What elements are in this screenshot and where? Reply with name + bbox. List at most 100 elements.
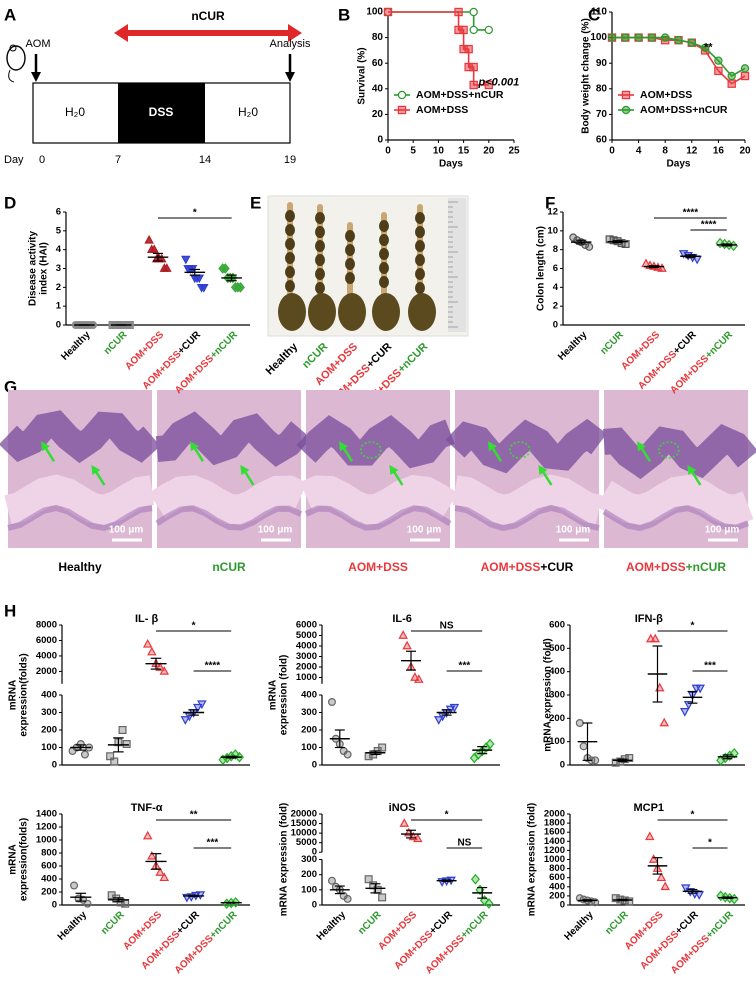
scale-bar-label: 100 μm — [258, 525, 293, 536]
arrow-head — [190, 441, 199, 452]
y-tick-label: 0 — [553, 320, 558, 331]
marker — [378, 893, 387, 902]
colon-base — [308, 293, 336, 331]
marker — [469, 80, 478, 90]
marker — [469, 7, 478, 17]
histology-label: AOM+DSS — [348, 560, 408, 574]
legend-label: AOM+DSS — [640, 89, 692, 101]
y-tick-label: 60 — [596, 135, 608, 146]
label-part: +CUR — [671, 329, 699, 357]
marker — [192, 703, 203, 713]
marker — [621, 90, 631, 100]
error-bar — [334, 729, 345, 749]
x-tick-label: Healthy — [562, 909, 596, 943]
marker — [199, 284, 209, 293]
marker — [484, 898, 494, 909]
histology-label: AOM+DSS+CUR — [481, 560, 574, 574]
label-part: Healthy — [55, 909, 89, 943]
colon-segment — [415, 212, 425, 224]
error-bar — [152, 252, 164, 262]
y-tick-label: 100 — [301, 742, 317, 753]
y-tick-label: 15000 — [291, 818, 317, 829]
significance-label: **** — [205, 661, 221, 672]
significance-label: NS — [440, 621, 454, 632]
error-bar — [687, 690, 698, 704]
day-label: Day — [4, 154, 24, 166]
marker — [364, 875, 373, 884]
panel-letter: C — [588, 5, 600, 24]
y-tick-label: 200 — [549, 713, 565, 724]
y-tick-label: 4000 — [36, 650, 57, 661]
marker — [464, 44, 473, 54]
error-bar — [226, 274, 237, 282]
marker — [611, 758, 620, 767]
marker — [147, 646, 157, 656]
colon-photo: HealthynCURAOM+DSSAOM+DSS+CURAOM+DSS+nCU… — [264, 195, 469, 414]
tissue-band — [602, 505, 750, 532]
y-tick-label: 1000 — [544, 854, 565, 865]
dot-plot: 0 100 200 300 400 2000 4000 6000 8000 mRNA express… — [8, 613, 250, 771]
arrow-head — [339, 441, 348, 452]
y-axis-label: mRNA expression (fold) — [279, 803, 290, 917]
y-tick-label: 800 — [41, 848, 57, 859]
y-axis-label: Survival (%) — [357, 47, 368, 104]
colon-segment — [415, 282, 425, 294]
x-tick-label: nCUR — [603, 909, 631, 937]
error-bar — [441, 879, 452, 883]
marker — [157, 253, 167, 263]
marker — [80, 750, 89, 759]
y-tick-label: 8 — [553, 244, 558, 255]
colon-segment — [379, 234, 389, 246]
label-part: +CUR — [540, 560, 573, 574]
tissue-band — [148, 475, 308, 525]
marker — [479, 895, 489, 906]
colon-segment — [315, 254, 325, 266]
tissue-band — [155, 505, 303, 531]
marker — [579, 742, 588, 751]
y-tick-label: 80 — [372, 32, 384, 43]
label-part: nCUR — [102, 329, 130, 357]
marker — [660, 881, 670, 891]
y-tick-label: 1400 — [36, 809, 57, 820]
y-tick-label: 4000 — [296, 641, 317, 652]
phase-label: H₂0 — [238, 105, 258, 119]
marker — [680, 708, 690, 717]
x-tick-label: nCUR — [102, 329, 130, 357]
arrow-head — [538, 465, 548, 475]
marker — [147, 850, 157, 860]
y-tick-label: 1400 — [544, 836, 565, 847]
label-part: AOM+DSS — [348, 560, 408, 574]
error-bar — [370, 883, 381, 894]
marker — [484, 80, 494, 90]
y-tick-label: 5000 — [296, 837, 317, 848]
y-tick-label: 200 — [41, 887, 57, 898]
marker — [343, 750, 352, 759]
error-bar — [617, 758, 628, 763]
crypt-marker — [360, 441, 382, 459]
start-label: AOM — [25, 38, 50, 50]
tissue-band — [0, 410, 161, 464]
marker — [159, 666, 170, 675]
marker — [469, 62, 478, 72]
mouse-tail — [8, 69, 15, 83]
marker — [648, 854, 659, 863]
arrow-head — [41, 441, 50, 452]
marker — [235, 281, 245, 293]
plot-title: IL- β — [135, 613, 158, 625]
colon-segment — [379, 220, 389, 232]
label-part: +CUR — [174, 909, 202, 937]
x-tick-label: nCUR — [99, 909, 127, 937]
y-tick-label: 600 — [41, 861, 57, 872]
label-part: Healthy — [264, 340, 301, 377]
label-part: Healthy — [58, 560, 102, 574]
error-bar — [406, 650, 416, 671]
day-tick: 19 — [284, 154, 296, 166]
y-tick-label: 3 — [56, 263, 61, 274]
colon-segment — [379, 262, 389, 274]
x-tick-label: 0 — [385, 146, 391, 157]
panel-letter: H — [4, 601, 16, 620]
ruler — [448, 198, 466, 332]
marker — [149, 244, 159, 253]
error-bar — [334, 885, 345, 895]
